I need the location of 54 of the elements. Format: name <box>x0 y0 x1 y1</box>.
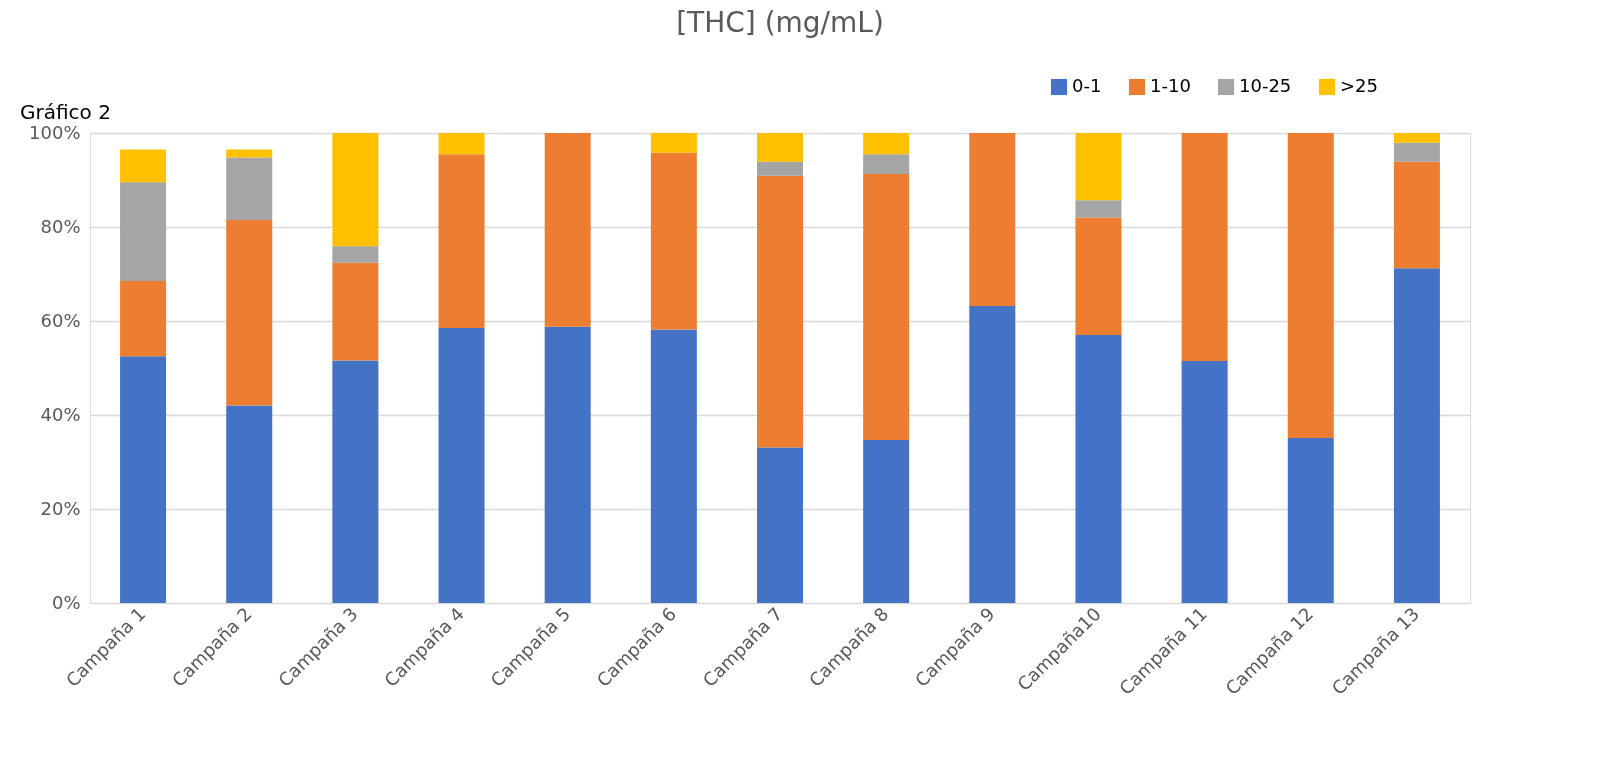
bar <box>226 405 273 603</box>
bar <box>1393 142 1440 162</box>
bar <box>226 219 273 406</box>
chart-title: [THC] (mg/mL) <box>676 6 884 39</box>
bar <box>757 161 803 176</box>
bar <box>226 149 273 158</box>
bar <box>969 133 1016 306</box>
y-tick-label: 0% <box>51 591 81 613</box>
bar <box>969 305 1016 603</box>
bar <box>757 133 803 162</box>
y-tick-label: 80% <box>40 215 81 237</box>
bar <box>332 133 379 247</box>
y-tick-label: 60% <box>40 309 81 331</box>
text: Gráfico 2 <box>20 100 111 124</box>
bar <box>332 262 379 361</box>
bar <box>757 447 803 603</box>
bar <box>438 154 485 329</box>
bar <box>1075 200 1122 218</box>
bar <box>863 439 910 603</box>
bar <box>650 152 697 330</box>
bar <box>332 246 379 263</box>
bar <box>1075 133 1122 201</box>
bar <box>1287 438 1334 603</box>
bar <box>863 173 910 440</box>
y-tick-label: 20% <box>40 497 81 519</box>
bar <box>650 133 697 153</box>
bar <box>1287 133 1334 439</box>
y-tick-label: 40% <box>40 403 81 425</box>
bar <box>1075 335 1122 603</box>
bar <box>757 175 803 448</box>
bar <box>226 157 273 220</box>
legend-label: 10-25 <box>1239 75 1292 96</box>
bar <box>120 356 167 603</box>
legend-label: 1-10 <box>1150 75 1191 96</box>
bar <box>120 182 167 282</box>
bar <box>1075 217 1122 336</box>
bar <box>1393 133 1440 143</box>
bar <box>544 326 591 603</box>
bar <box>1393 161 1440 269</box>
bar <box>1181 133 1228 361</box>
y-tick-label: 100% <box>29 121 81 143</box>
legend-label: 0-1 <box>1072 75 1102 96</box>
bar <box>1181 360 1228 603</box>
bar <box>438 133 485 155</box>
bar <box>650 329 697 603</box>
bar <box>1393 268 1440 603</box>
bar <box>438 328 485 603</box>
bar <box>120 281 167 357</box>
legend-label: >25 <box>1340 75 1378 96</box>
bar <box>863 133 910 155</box>
bar <box>332 360 379 603</box>
bar <box>544 133 591 327</box>
bar <box>863 154 910 174</box>
bar <box>120 149 167 183</box>
